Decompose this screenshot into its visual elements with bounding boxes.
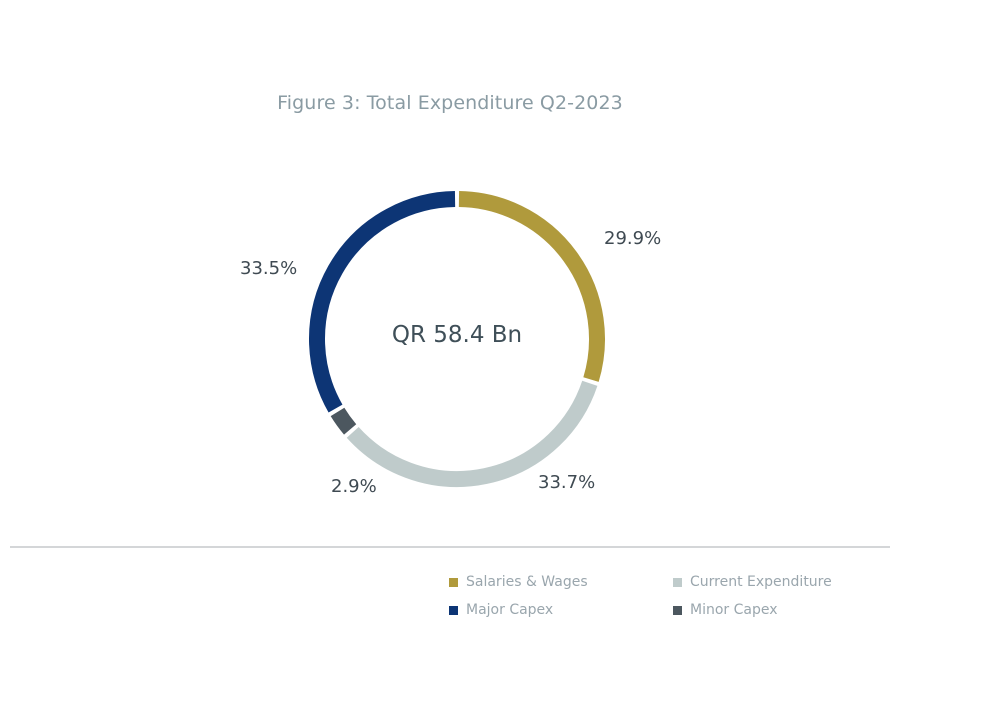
label-current-expenditure: 33.7% — [538, 472, 596, 493]
label-salaries-wages: 29.9% — [604, 228, 662, 249]
legend-swatch — [673, 577, 682, 587]
legend-swatch — [449, 605, 458, 615]
legend-minor-capex: Minor Capex — [673, 602, 778, 618]
legend-label: Minor Capex — [690, 602, 778, 618]
legend-label: Salaries & Wages — [466, 574, 588, 590]
segment-major-capex — [309, 191, 456, 413]
legend-major-capex: Major Capex — [449, 602, 553, 618]
segment-minor-capex — [330, 407, 357, 435]
label-minor-capex: 2.9% — [331, 476, 377, 497]
donut-segments — [309, 191, 605, 487]
legend-current-expenditure: Current Expenditure — [673, 574, 832, 590]
segment-salaries-wages — [458, 191, 605, 382]
legend-salaries-wages: Salaries & Wages — [449, 574, 588, 590]
donut-center-total: QR 58.4 Bn — [391, 322, 523, 348]
legend-swatch — [449, 577, 458, 587]
separator-line — [10, 546, 890, 548]
chart-title: Figure 3: Total Expenditure Q2-2023 — [277, 92, 623, 114]
legend-label: Major Capex — [466, 602, 554, 618]
legend-swatch — [673, 605, 682, 615]
segment-current-expenditure — [346, 380, 598, 487]
label-major-capex: 33.5% — [240, 258, 298, 279]
legend-label: Current Expenditure — [690, 574, 832, 590]
